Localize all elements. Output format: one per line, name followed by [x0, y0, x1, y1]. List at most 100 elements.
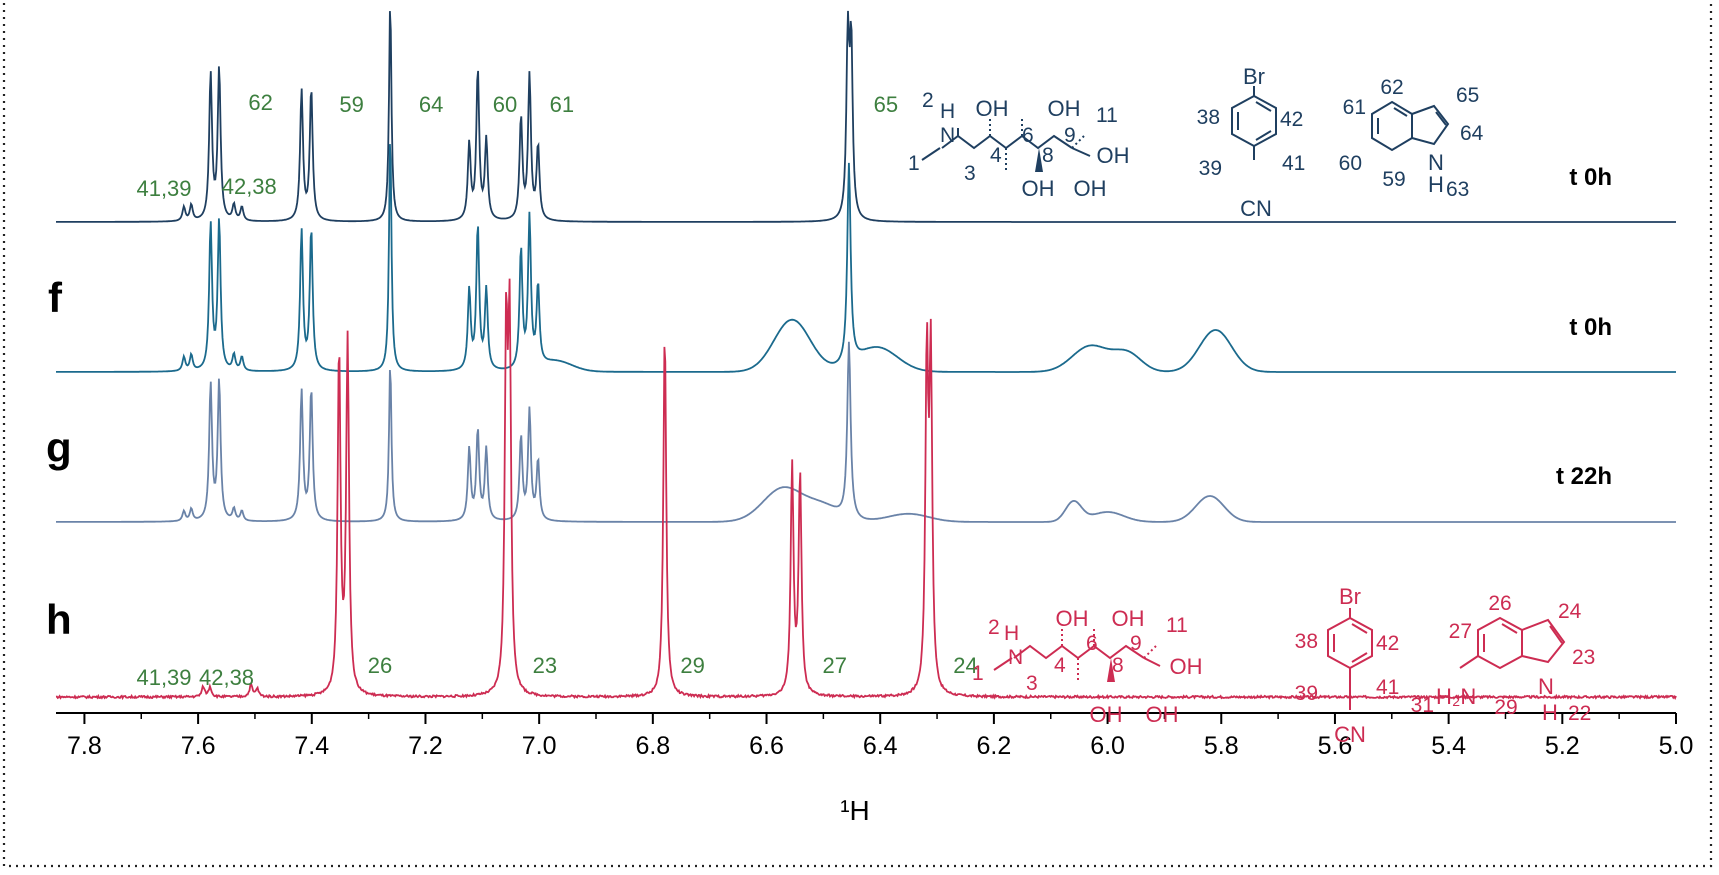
glucamine-num-2: 2: [922, 89, 934, 112]
indole-num-61: 61: [1343, 96, 1366, 119]
glucamine-num-11: 11: [1096, 104, 1118, 127]
indole-h-atom: H: [1428, 172, 1444, 197]
indole-h2n-group: H₂N: [1436, 684, 1476, 709]
glucamine-n-atom-bottom: N: [1008, 646, 1023, 669]
benzonitrile-num-39-bottom: 39: [1295, 682, 1318, 705]
x-tick-label: 6.8: [635, 732, 670, 760]
x-tick-label: 6.0: [1090, 732, 1125, 760]
peak-label: 24: [953, 653, 977, 678]
peak-label: 42,38: [199, 665, 254, 690]
indole-structure-bottom: 26 24 27 23 31 29 22 H₂N N H: [1411, 592, 1596, 725]
glucamine-num-11-bottom: 11: [1166, 614, 1188, 637]
x-tick-label: 5.8: [1204, 732, 1239, 760]
x-tick-label: 7.0: [522, 732, 557, 760]
time-label-top: t 0h: [1569, 164, 1612, 191]
peak-label: 29: [680, 653, 704, 678]
glucamine-oh-1-bottom: OH: [1056, 606, 1089, 631]
benzonitrile-structure-top: Br CN 38 42 39 41: [1197, 64, 1306, 221]
glucamine-num-8-bottom: 8: [1112, 654, 1124, 677]
benzonitrile-br-bottom: Br: [1339, 584, 1361, 609]
glucamine-h-atom: H: [940, 100, 955, 123]
glucamine-num-1: 1: [908, 152, 920, 175]
peak-label: 26: [368, 653, 392, 678]
glucamine-oh-5-bottom: OH: [1170, 654, 1203, 679]
peak-label: 23: [533, 653, 557, 678]
peak-label: 41,39: [136, 665, 191, 690]
benzonitrile-num-38: 38: [1197, 106, 1220, 129]
peak-label: 27: [822, 653, 846, 678]
glucamine-oh-2-bottom: OH: [1112, 606, 1145, 631]
peak-label: 61: [550, 92, 574, 117]
benzonitrile-cn: CN: [1240, 196, 1272, 221]
spectra-traces: [55, 10, 1677, 701]
indole-num-31: 31: [1411, 694, 1434, 717]
glucamine-oh-2: OH: [1048, 96, 1081, 121]
spectrum-trace-h: [55, 278, 1677, 701]
x-tick-label: 5.6: [1318, 732, 1353, 760]
time-label-f: t 0h: [1569, 314, 1612, 341]
glucamine-oh-5: OH: [1097, 143, 1130, 168]
panel-letter-f: f: [48, 274, 63, 321]
benzonitrile-num-41: 41: [1282, 152, 1305, 175]
indole-num-29: 29: [1494, 696, 1517, 719]
indole-n-atom: N: [1428, 150, 1444, 175]
spectrum-trace-top: [56, 10, 1676, 223]
benzonitrile-num-42: 42: [1280, 108, 1303, 131]
peak-label: 65: [874, 92, 898, 117]
indole-num-22: 22: [1568, 702, 1591, 725]
glucamine-oh-4-bottom: OH: [1146, 702, 1179, 727]
x-tick-label: 5.4: [1431, 732, 1466, 760]
indole-structure-top: 61 62 65 64 60 59 63 N H: [1339, 76, 1484, 201]
x-tick-label: 7.2: [408, 732, 443, 760]
glucamine-structure-bottom: 2 H N 1 3 4 6 8 9 11 OH OH OH OH OH: [972, 606, 1203, 727]
peak-label: 60: [493, 92, 517, 117]
indole-num-62: 62: [1380, 76, 1403, 99]
x-tick-label: 7.8: [67, 732, 102, 760]
benzonitrile-cn-bottom: CN: [1334, 722, 1366, 747]
time-label-g: t 22h: [1556, 463, 1612, 490]
indole-num-59: 59: [1382, 168, 1405, 191]
glucamine-num-4-bottom: 4: [1054, 654, 1066, 677]
x-ticks: 7.8 7.6 7.4 7.2 7.0 6.8 6.6 6.4 6.2 6.0 5.8 5.6 5.4 5…: [67, 713, 1693, 760]
peak-label: 42,38: [222, 174, 277, 199]
glucamine-n-atom: N: [940, 124, 955, 147]
structures-bottom: 2 H N 1 3 4 6 8 9 11 OH OH OH OH OH Br C…: [972, 584, 1595, 747]
glucamine-oh-4: OH: [1074, 176, 1107, 201]
peak-label: 59: [339, 92, 363, 117]
panel-letter-h: h: [46, 596, 72, 643]
glucamine-num-8: 8: [1042, 144, 1054, 167]
indole-num-27: 27: [1449, 620, 1472, 643]
glucamine-num-3-bottom: 3: [1026, 672, 1038, 695]
glucamine-num-9-bottom: 9: [1130, 632, 1142, 655]
spectrum-trace-f: [56, 144, 1676, 373]
benzonitrile-num-41-bottom: 41: [1376, 676, 1399, 699]
peak-label: 41,39: [136, 176, 191, 201]
glucamine-oh-3-bottom: OH: [1090, 702, 1123, 727]
glucamine-num-3: 3: [964, 162, 976, 185]
peak-label: 62: [248, 90, 272, 115]
x-axis-label: ¹H: [840, 795, 870, 826]
benzonitrile-num-42-bottom: 42: [1376, 632, 1399, 655]
x-tick-label: 7.6: [181, 732, 216, 760]
glucamine-num-6-bottom: 6: [1086, 632, 1098, 655]
benzonitrile-structure-bottom: Br CN 38 42 39 41: [1295, 584, 1400, 747]
peak-label: 64: [419, 92, 443, 117]
glucamine-oh-1: OH: [976, 96, 1009, 121]
x-axis: 7.8 7.6 7.4 7.2 7.0 6.8 6.6 6.4 6.2 6.0 5.8 5.6 5.4 5…: [56, 712, 1693, 826]
x-tick-label: 5.2: [1545, 732, 1580, 760]
indole-n-atom-bottom: N: [1538, 674, 1554, 699]
x-tick-label: 6.2: [977, 732, 1012, 760]
x-tick-label: 6.4: [863, 732, 898, 760]
glucamine-num-2-bottom: 2: [988, 616, 1000, 639]
benzonitrile-br: Br: [1243, 64, 1265, 89]
glucamine-h-atom-bottom: H: [1004, 622, 1019, 645]
x-tick-label: 7.4: [294, 732, 329, 760]
glucamine-structure-top: 2 H N 1 3 4 6 8 9 11 OH OH OH OH OH: [908, 89, 1130, 201]
glucamine-num-6: 6: [1022, 124, 1034, 147]
glucamine-num-4: 4: [990, 144, 1002, 167]
spectrum-trace-g: [56, 341, 1676, 523]
indole-num-65: 65: [1456, 84, 1479, 107]
